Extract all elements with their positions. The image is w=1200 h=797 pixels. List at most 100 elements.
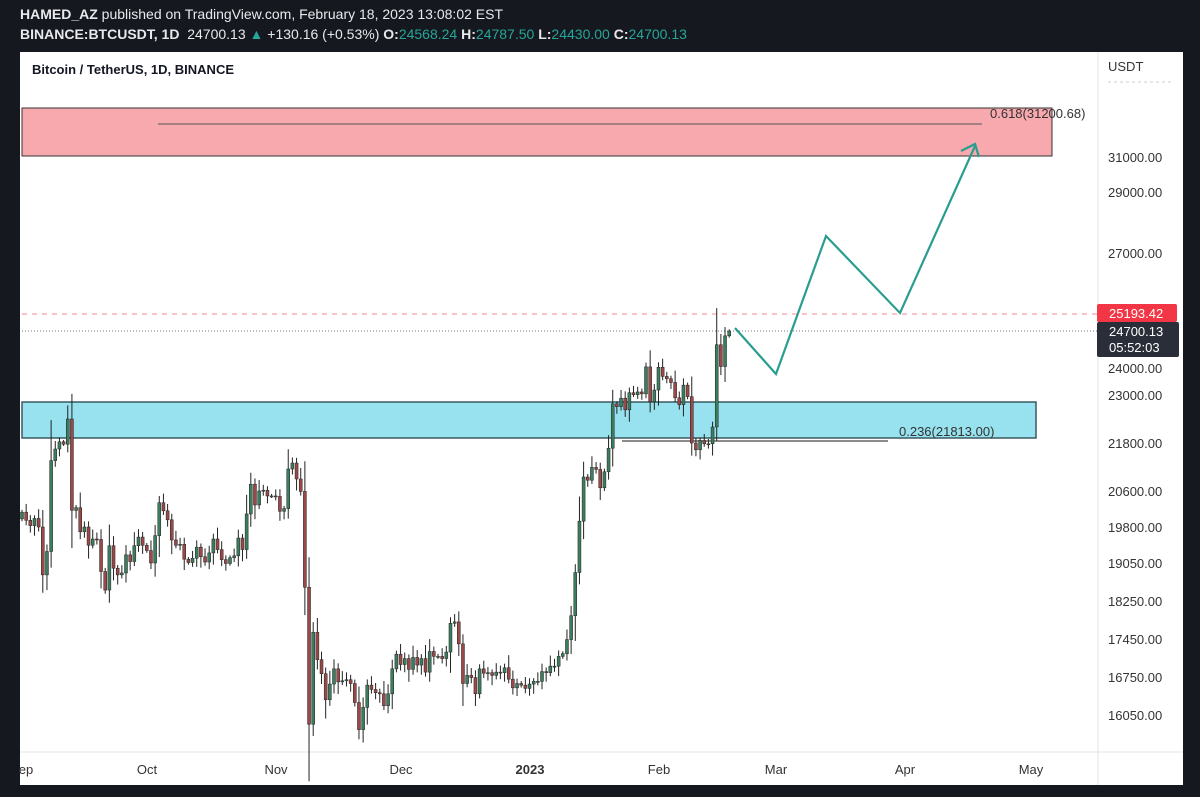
candle-body <box>344 679 349 682</box>
candle-body <box>111 545 116 569</box>
candle-body <box>506 667 511 680</box>
candle-body <box>282 508 286 512</box>
candle-body <box>569 615 573 640</box>
price-tick-label: 29000.00 <box>1108 185 1162 200</box>
candle-body <box>561 653 565 657</box>
candle-body <box>107 545 112 591</box>
projection-path[interactable] <box>734 145 977 377</box>
candle-body <box>719 344 723 367</box>
candle-body <box>274 495 278 498</box>
price-tick-label: 19800.00 <box>1108 520 1162 535</box>
high-price-tag-text: 25193.42 <box>1109 306 1163 321</box>
candle-body <box>353 683 357 703</box>
candle-body <box>78 507 82 533</box>
resistance-zone[interactable] <box>21 107 1053 157</box>
candle-body <box>586 476 590 481</box>
candle-body <box>465 675 469 684</box>
time-tick-label: ep <box>19 762 33 777</box>
candle-body <box>432 651 436 657</box>
last-price-tag-text: 24700.13 <box>1109 324 1163 339</box>
time-tick-label: Nov <box>264 762 288 777</box>
candle-body <box>253 483 257 506</box>
time-tick-label: Dec <box>389 762 413 777</box>
candle-body <box>461 643 465 684</box>
candle-body <box>581 476 586 522</box>
candle-body <box>473 677 478 695</box>
candle-body <box>41 526 45 576</box>
candle-body <box>577 520 582 573</box>
candle-body <box>269 495 274 498</box>
candle-body <box>536 681 540 683</box>
candle-body <box>95 538 99 541</box>
candle-body <box>444 651 449 659</box>
candle-body <box>219 549 224 560</box>
candle-body <box>186 558 191 563</box>
chart-title: Bitcoin / TetherUS, 1D, BINANCE <box>32 62 235 77</box>
candle-body <box>74 507 78 511</box>
candle-body <box>99 539 103 572</box>
time-tick-label: 2023 <box>516 762 545 777</box>
candle-body <box>702 440 706 445</box>
candle-body <box>207 552 211 563</box>
candle-body <box>20 511 24 520</box>
candle-body <box>615 403 619 407</box>
candle-body <box>685 384 690 397</box>
candle-body <box>323 673 328 701</box>
candle-body <box>174 539 178 546</box>
candle-body <box>319 659 324 674</box>
candle-body <box>203 556 207 563</box>
price-tick-label: 16050.00 <box>1108 708 1162 723</box>
close-value: 24700.13 <box>628 26 687 42</box>
candle-body <box>573 572 578 616</box>
price-tick-label: 19050.00 <box>1108 556 1162 571</box>
author[interactable]: HAMED_AZ <box>20 6 98 22</box>
candle-body <box>590 467 594 481</box>
candle-body <box>32 518 37 526</box>
candles <box>20 308 731 782</box>
candle-body <box>623 397 627 411</box>
candle-body <box>194 546 199 559</box>
candle-body <box>153 535 157 564</box>
candle-body <box>631 392 636 395</box>
candle-body <box>348 679 353 684</box>
candle-body <box>531 681 536 685</box>
candle-body <box>24 511 28 521</box>
price-tick-label: 27000.00 <box>1108 246 1162 261</box>
candle-body <box>311 632 315 725</box>
candle-body <box>706 443 711 446</box>
candle-body <box>211 538 216 554</box>
candle-body <box>727 330 731 337</box>
candle-body <box>290 462 295 470</box>
candle-body <box>57 441 62 450</box>
candle-body <box>427 651 432 673</box>
candle-body <box>178 544 182 546</box>
candle-body <box>224 559 228 564</box>
candle-body <box>498 671 503 674</box>
candle-body <box>544 671 548 673</box>
candle-body <box>419 658 424 666</box>
support-zone[interactable] <box>21 401 1037 439</box>
candle-body <box>619 397 623 407</box>
candle-body <box>369 684 374 690</box>
candle-body <box>136 536 141 546</box>
candle-body <box>490 672 494 676</box>
candle-body <box>690 396 694 444</box>
candle-body <box>244 513 249 550</box>
candle-body <box>660 367 665 377</box>
low-label: L: <box>538 26 552 42</box>
price-axis[interactable]: 31000.00 29000.00 27000.00 24000.00 23000.00… <box>1108 150 1162 723</box>
price-tick-label: 31000.00 <box>1108 150 1162 165</box>
candle-body <box>249 483 253 515</box>
candle-body <box>390 668 394 695</box>
bar-countdown: 05:52:03 <box>1109 340 1160 355</box>
time-axis[interactable]: ep Oct Nov Dec 2023 Feb Mar Apr May <box>19 762 1044 777</box>
candle-body <box>70 418 74 511</box>
candle-body <box>128 554 132 562</box>
candle-body <box>436 656 440 658</box>
candle-body <box>261 489 266 492</box>
high-label: H: <box>461 26 476 42</box>
candle-body <box>149 550 153 564</box>
candle-body <box>523 684 528 689</box>
candle-body <box>115 567 120 576</box>
